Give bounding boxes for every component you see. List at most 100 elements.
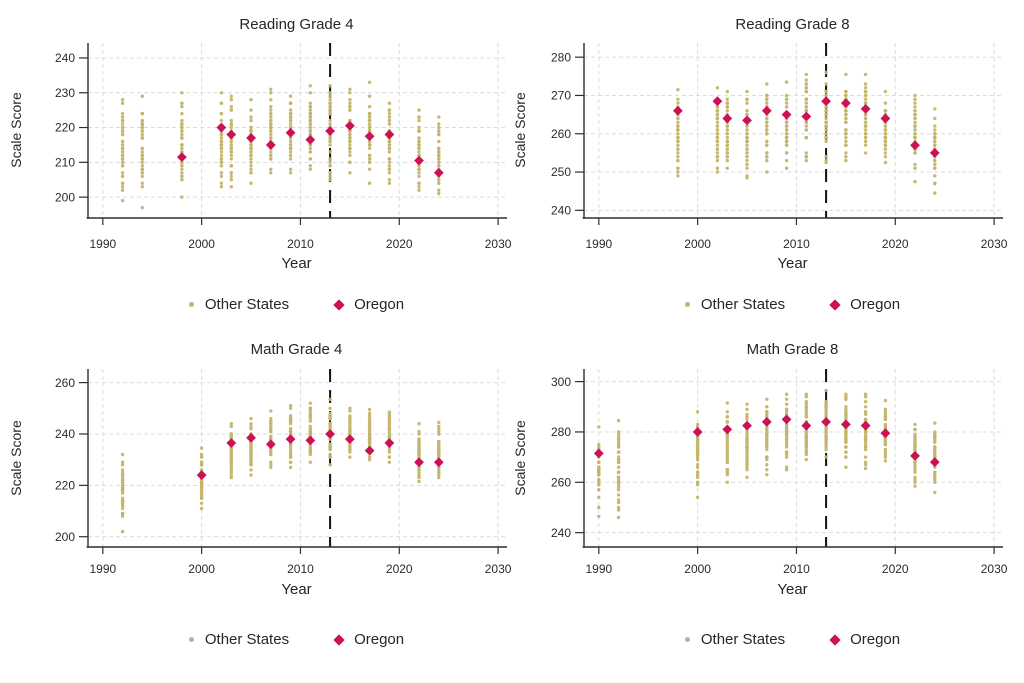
x-axis-label: Year (281, 581, 312, 598)
y-tick-label: 230 (55, 86, 75, 100)
chart-legend: Other States Oregon (88, 631, 505, 648)
oregon-point-1990 (593, 448, 604, 459)
other-states-points (676, 70, 937, 195)
oregon-point-2022 (910, 140, 920, 151)
tick-marks (79, 382, 499, 554)
y-tick-label: 200 (55, 530, 75, 544)
other-states-points (120, 80, 441, 210)
x-tick-label: 2030 (981, 562, 1008, 576)
y-tick-label: 240 (551, 204, 571, 218)
legend-item-other-states: Other States (684, 631, 786, 648)
scatter-plot-reading-grade-4: 200 210 220 230 240 1990 2000 2010 2020 2030 (55, 43, 512, 251)
x-tick-label: 2020 (882, 562, 909, 576)
chart-title: Math Grade 4 (250, 341, 343, 358)
y-tick-label: 260 (551, 127, 571, 141)
tick-marks (79, 57, 499, 225)
legend-label-other-states: Other States (204, 631, 290, 648)
tick-labels: 200 210 220 230 240 1990 2000 2010 2020 2030 (55, 51, 512, 251)
oregon-point-2002 (216, 122, 227, 133)
legend-label-oregon: Oregon (354, 296, 405, 313)
oregon-point-2015 (840, 419, 851, 430)
x-tick-label: 1990 (585, 562, 612, 576)
oregon-point-2003 (722, 424, 733, 435)
legend-item-oregon: Oregon (333, 296, 405, 313)
y-tick-label: 260 (551, 475, 571, 489)
tick-labels: 240 260 280 300 1990 2000 2010 2020 2030 (551, 375, 1008, 576)
legend-item-other-states: Other States (684, 296, 785, 313)
oregon-diamond-icon (333, 298, 345, 311)
legend-label-other-states: Other States (204, 296, 290, 313)
y-tick-label: 270 (551, 89, 571, 103)
oregon-point-2019 (880, 428, 891, 439)
chart-title: Math Grade 8 (746, 341, 839, 358)
y-tick-label: 240 (551, 526, 571, 540)
x-tick-label: 2000 (684, 237, 711, 251)
chart-legend: Other States Oregon (584, 296, 1001, 313)
legend-item-other-states: Other States (188, 296, 290, 313)
gridlines (88, 43, 505, 218)
y-tick-label: 280 (551, 425, 571, 439)
oregon-point-2022 (414, 155, 424, 166)
oregon-point-2017 (364, 131, 375, 142)
oregon-point-2015 (344, 434, 355, 445)
y-tick-label: 260 (55, 376, 75, 390)
oregon-point-2000 (196, 470, 207, 480)
x-tick-label: 2010 (783, 562, 810, 576)
chart-legend: Other States Oregon (88, 296, 505, 313)
x-tick-label: 2010 (287, 237, 314, 251)
oregon-point-2017 (860, 420, 871, 431)
x-axis-label: Year (281, 255, 312, 272)
x-tick-label: 2030 (485, 237, 512, 251)
axes (86, 43, 507, 219)
x-tick-label: 2030 (981, 237, 1008, 251)
scatter-plot-math-grade-8: 240 260 280 300 1990 2000 2010 2020 2030 (551, 369, 1008, 576)
other-states-points (597, 388, 937, 520)
legend-item-oregon: Oregon (829, 296, 900, 313)
y-tick-label: 250 (551, 165, 571, 179)
oregon-point-2024 (433, 457, 444, 468)
y-tick-label: 240 (55, 51, 75, 65)
x-axis-label: Year (777, 255, 808, 272)
other-states-dot-icon (684, 637, 690, 642)
oregon-point-2007 (265, 140, 276, 150)
oregon-point-2017 (860, 103, 871, 114)
oregon-point-2011 (305, 134, 316, 145)
x-tick-label: 2020 (386, 237, 413, 251)
oregon-point-2013 (325, 429, 335, 439)
oregon-point-2024 (929, 457, 940, 468)
scatter-plot-reading-grade-8: 240 250 260 270 280 1990 2000 2010 2020 2030 (551, 43, 1008, 251)
oregon-point-2024 (929, 148, 940, 158)
other-states-dot-icon (188, 302, 194, 307)
oregon-point-2000 (692, 427, 703, 437)
oregon-point-2005 (246, 432, 256, 443)
oregon-point-2003 (722, 113, 733, 124)
x-tick-label: 2000 (188, 562, 215, 576)
oregon-point-2013 (325, 126, 335, 136)
panel-reading-grade-4: Reading Grade 4 Scale Score 200 210 220 230… (0, 0, 512, 341)
oregon-point-2011 (801, 420, 812, 431)
y-tick-label: 300 (551, 375, 571, 389)
y-tick-label: 200 (55, 190, 75, 204)
oregon-point-1998 (176, 152, 187, 163)
oregon-point-2009 (781, 109, 792, 120)
legend-label-other-states: Other States (700, 631, 786, 648)
x-axis-label: Year (777, 581, 808, 598)
scatter-plot-math-grade-4: 200 220 240 260 1990 2000 2010 2020 2030 (55, 369, 512, 576)
tick-labels: 200 220 240 260 1990 2000 2010 2020 2030 (55, 376, 512, 576)
tick-labels: 240 250 260 270 280 1990 2000 2010 2020 2030 (551, 50, 1008, 251)
legend-item-oregon: Oregon (333, 631, 404, 648)
panel-math-grade-8: Math Grade 8 Scale Score 240 260 280 300 199… (512, 341, 1024, 683)
panel-math-grade-4: Math Grade 4 Scale Score 200 220 240 260 199… (0, 341, 512, 683)
axes (582, 369, 1003, 548)
y-tick-label: 210 (55, 156, 75, 170)
oregon-diamond-icon (829, 298, 841, 311)
x-tick-label: 1990 (89, 562, 116, 576)
legend-item-other-states: Other States (188, 631, 290, 648)
oregon-points (176, 120, 444, 178)
oregon-points (196, 429, 444, 480)
oregon-diamond-icon (829, 633, 841, 646)
oregon-point-2005 (742, 420, 752, 431)
oregon-point-2017 (364, 445, 375, 456)
